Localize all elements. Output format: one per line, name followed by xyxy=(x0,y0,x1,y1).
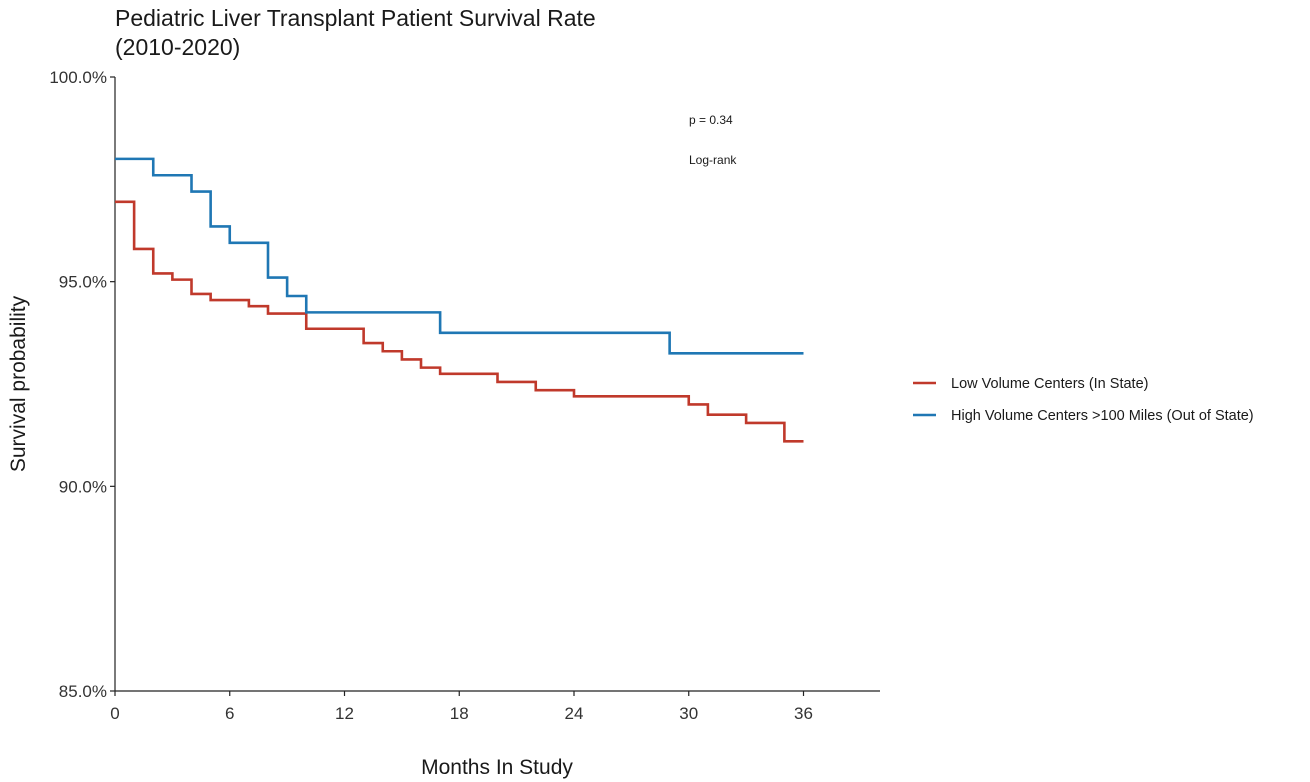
chart-title: Pediatric Liver Transplant Patient Survi… xyxy=(115,5,596,60)
test-name-annotation: Log-rank xyxy=(689,153,737,167)
p-value-annotation: p = 0.34 xyxy=(689,113,733,127)
x-tick-label: 24 xyxy=(565,704,584,723)
x-axis-ticks: 0 6 12 18 24 30 36 xyxy=(110,691,813,723)
x-tick-label: 6 xyxy=(225,704,234,723)
x-tick-label: 36 xyxy=(794,704,813,723)
series-line-low-volume xyxy=(115,200,804,443)
legend: Low Volume Centers (In State) High Volume… xyxy=(913,376,1254,424)
axes xyxy=(114,77,880,692)
x-axis-title: Months In Study xyxy=(421,756,573,779)
chart-title-line: Pediatric Liver Transplant Patient Survi… xyxy=(115,5,596,31)
series-lines xyxy=(115,157,804,443)
legend-entry-label: High Volume Centers >100 Miles (Out of S… xyxy=(951,408,1254,424)
y-tick-label: 90.0% xyxy=(59,477,107,496)
annotations: p = 0.34 Log-rank xyxy=(689,113,737,167)
y-tick-label: 100.0% xyxy=(49,68,107,87)
x-tick-label: 0 xyxy=(110,704,119,723)
y-tick-label: 95.0% xyxy=(59,273,107,292)
y-axis-title: Survival probability xyxy=(7,295,30,472)
legend-entry-label: Low Volume Centers (In State) xyxy=(951,376,1148,392)
x-tick-label: 30 xyxy=(679,704,698,723)
series-line-high-volume xyxy=(115,157,804,355)
chart-title-line: (2010-2020) xyxy=(115,34,240,60)
x-tick-label: 12 xyxy=(335,704,354,723)
y-tick-label: 85.0% xyxy=(59,682,107,701)
y-axis-ticks: 85.0% 90.0% 95.0% 100.0% xyxy=(49,68,115,701)
x-tick-label: 18 xyxy=(450,704,469,723)
